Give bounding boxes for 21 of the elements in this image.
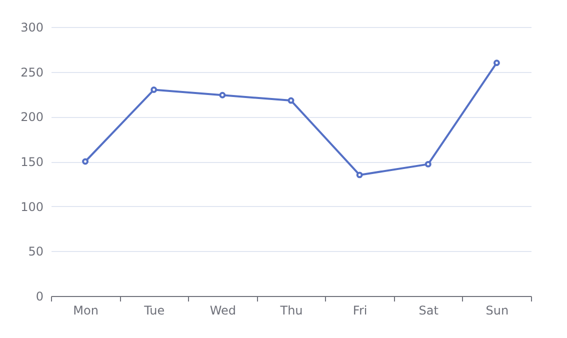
x-tick-label: Mon bbox=[73, 304, 98, 318]
x-tick-label: Sun bbox=[486, 304, 509, 318]
point bbox=[356, 172, 363, 178]
point bbox=[424, 160, 432, 168]
point bbox=[82, 158, 89, 165]
x-tick-label: Fri bbox=[352, 304, 368, 318]
y-tick-label: 0 bbox=[36, 290, 44, 304]
point bbox=[150, 86, 158, 93]
x-tick-label: Sat bbox=[418, 304, 439, 318]
point bbox=[288, 97, 294, 104]
y-tick-label: 50 bbox=[28, 244, 44, 259]
y-tick-label: 150 bbox=[20, 155, 44, 169]
y-tick-label: 200 bbox=[20, 110, 44, 124]
y-tick-label: 250 bbox=[20, 65, 44, 80]
y-tick-label: 300 bbox=[20, 20, 44, 34]
x-tick-label: Thu bbox=[279, 304, 303, 318]
x-tick-label: Tue bbox=[143, 304, 165, 318]
x-tick-label: Wed bbox=[210, 304, 236, 318]
point bbox=[493, 60, 500, 66]
point bbox=[219, 92, 226, 98]
y-tick-label: 100 bbox=[20, 200, 44, 214]
